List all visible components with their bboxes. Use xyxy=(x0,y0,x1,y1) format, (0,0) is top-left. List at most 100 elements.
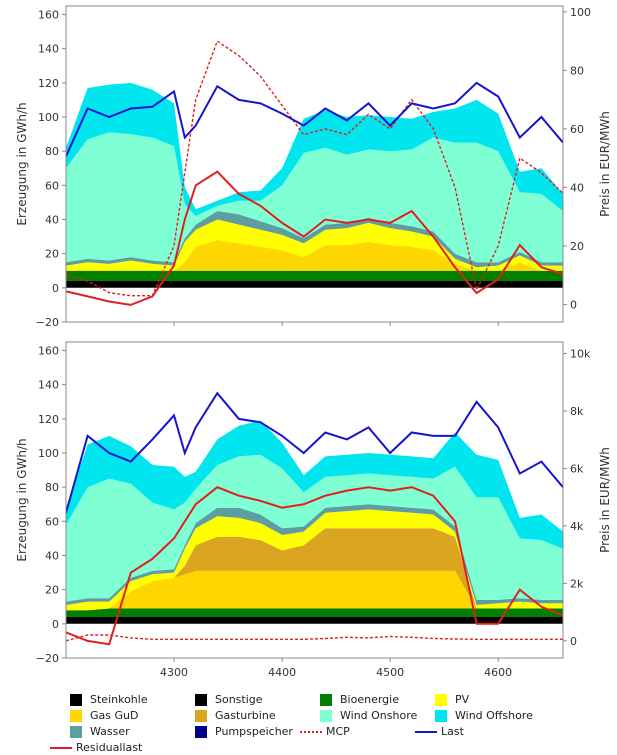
area-wasser xyxy=(66,504,563,605)
legend-label: Wind Offshore xyxy=(455,709,533,722)
y2-tick-label: 0 xyxy=(570,635,577,648)
legend-item-mcp: MCP xyxy=(300,725,350,739)
y2-tick-label: 0 xyxy=(570,298,577,311)
y-tick-label: 140 xyxy=(38,379,59,392)
y-tick-label: 60 xyxy=(45,179,59,192)
y2-tick-label: 20 xyxy=(570,240,584,253)
legend-swatch-wasser xyxy=(70,726,82,738)
area-gas-gud xyxy=(66,240,563,271)
y-tick-label: −20 xyxy=(36,652,59,665)
legend-swatch-mcp xyxy=(300,731,322,733)
line-residuallast xyxy=(66,486,563,646)
y-tick-label: 40 xyxy=(45,550,59,563)
legend-item-steinkohle: Steinkohle xyxy=(70,693,148,707)
area-wind-offshore xyxy=(66,82,563,217)
legend-label: Wasser xyxy=(90,725,130,738)
legend-item-residuallast: Residuallast xyxy=(50,741,142,755)
y-tick-label: 80 xyxy=(45,145,59,158)
plot-frame xyxy=(65,341,564,659)
legend-label: MCP xyxy=(326,725,350,738)
legend-swatch-sonstige xyxy=(195,694,207,706)
y-tick-label: 160 xyxy=(38,345,59,358)
legend-label: Last xyxy=(441,725,464,738)
area-bioenergie xyxy=(66,608,563,617)
line-last xyxy=(66,81,563,157)
y-axis-label: Erzeugung in GWh/h xyxy=(15,438,29,561)
y-tick-label: 80 xyxy=(45,481,59,494)
legend-swatch-residuallast xyxy=(50,747,72,749)
legend-item-wind-onshore: Wind Onshore xyxy=(320,709,417,723)
plot-area xyxy=(66,40,563,306)
legend-swatch-wind-onshore xyxy=(320,710,332,722)
legend-swatch-bioenergie xyxy=(320,694,332,706)
legend-swatch-gas-gud xyxy=(70,710,82,722)
y-tick-label: 120 xyxy=(38,413,59,426)
line-mcp xyxy=(66,634,563,642)
y2-tick-label: 2k xyxy=(570,577,584,590)
area-gas-gud xyxy=(66,570,563,611)
x-tick-label: 4600 xyxy=(484,666,512,679)
y2-tick-label: 100 xyxy=(570,6,591,19)
x-tick-label: 4400 xyxy=(268,666,296,679)
y2-tick-label: 10k xyxy=(570,347,591,360)
chart-svg: −20 0 20 40 60 80 100 120 140 160 0 20 40 60 80 100 Erze… xyxy=(15,5,612,679)
area-wind-onshore xyxy=(66,454,563,602)
y-tick-label: 160 xyxy=(38,9,59,22)
y-tick-label: 40 xyxy=(45,214,59,227)
y2-axis-label: Preis in EUR/MWh xyxy=(598,111,612,217)
area-wasser xyxy=(66,211,563,268)
y-tick-label: −20 xyxy=(36,316,59,329)
legend-item-sonstige: Sonstige xyxy=(195,693,263,707)
y-tick-label: 0 xyxy=(52,282,59,295)
y2-tick-label: 80 xyxy=(570,64,584,77)
legend-label: Sonstige xyxy=(215,693,263,706)
area-wind-onshore xyxy=(66,132,563,263)
legend-label: Residuallast xyxy=(76,741,143,754)
legend-label: PV xyxy=(455,693,470,706)
y-tick-label: 0 xyxy=(52,618,59,631)
y2-axis-label: Preis in EUR/MWh xyxy=(598,447,612,553)
legend-label: Gasturbine xyxy=(215,709,276,722)
line-residuallast xyxy=(66,170,563,306)
legend-item-last: Last xyxy=(415,725,464,739)
y-tick-label: 100 xyxy=(38,447,59,460)
legend-item-gasturbine: Gasturbine xyxy=(195,709,276,723)
area-bioenergie xyxy=(66,270,563,281)
y2-tick-label: 4k xyxy=(570,520,584,533)
plot-area xyxy=(66,391,563,646)
legend-item-bioenergie: Bioenergie xyxy=(320,693,399,707)
y-tick-label: 140 xyxy=(38,43,59,56)
legend-item-wasser: Wasser xyxy=(70,725,130,739)
area-sonstige xyxy=(66,281,563,288)
y2-tick-label: 40 xyxy=(570,181,584,194)
y-axis-label: Erzeugung in GWh/h xyxy=(15,102,29,225)
line-last xyxy=(66,391,563,514)
y2-tick-label: 8k xyxy=(570,405,584,418)
y2-tick-label: 60 xyxy=(570,123,584,136)
legend-swatch-last xyxy=(415,731,437,733)
x-tick-label: 4300 xyxy=(160,666,188,679)
legend-swatch-steinkohle xyxy=(70,694,82,706)
y-tick-label: 120 xyxy=(38,77,59,90)
legend-label: Gas GuD xyxy=(90,709,139,722)
y-tick-label: 60 xyxy=(45,515,59,528)
panel-top: −20 0 20 40 60 80 100 120 140 160 0 20 40 60 80 100 Erze… xyxy=(15,5,612,329)
legend-item-pumpspeicher: Pumpspeicher xyxy=(195,725,293,739)
area-gasturbine xyxy=(66,528,563,611)
legend-swatch-pv xyxy=(435,694,447,706)
legend-label: Steinkohle xyxy=(90,693,148,706)
area-sonstige xyxy=(66,617,563,624)
area-pv xyxy=(66,219,563,271)
legend-label: Pumpspeicher xyxy=(215,725,293,738)
legend-swatch-pumpspeicher xyxy=(195,726,207,738)
legend-swatch-gasturbine xyxy=(195,710,207,722)
y-tick-label: 100 xyxy=(38,111,59,124)
plot-frame xyxy=(65,5,564,323)
legend-item-wind-offshore: Wind Offshore xyxy=(435,709,533,723)
legend-label: Wind Onshore xyxy=(340,709,418,722)
area-wind-offshore xyxy=(66,420,563,549)
y-tick-label: 20 xyxy=(45,584,59,597)
legend-item-pv: PV xyxy=(435,693,469,707)
x-tick-label: 4500 xyxy=(376,666,404,679)
